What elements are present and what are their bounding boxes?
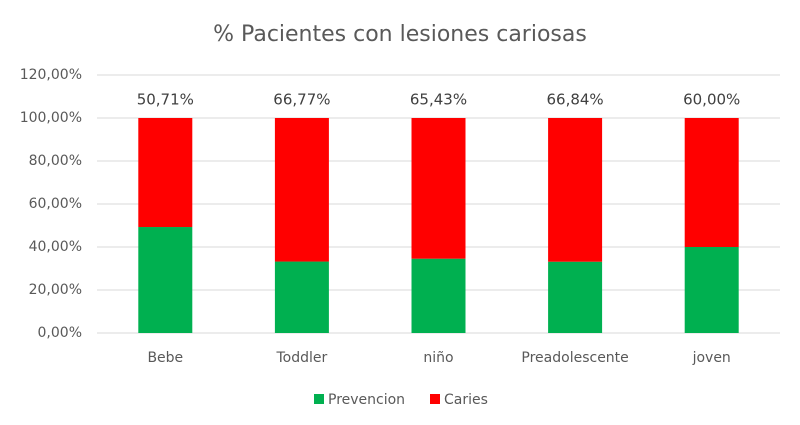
x-tick-label: Preadolescente bbox=[521, 350, 628, 366]
x-tick-label: Toddler bbox=[276, 350, 328, 366]
y-tick-label: 40,00% bbox=[29, 239, 82, 255]
y-tick-label: 60,00% bbox=[29, 196, 82, 212]
data-label: 60,00% bbox=[683, 91, 740, 109]
bar-segment bbox=[548, 261, 603, 333]
y-tick-label: 120,00% bbox=[20, 67, 82, 83]
y-tick-label: 20,00% bbox=[29, 282, 82, 298]
x-tick-label: joven bbox=[692, 350, 731, 366]
bar-segment bbox=[138, 227, 193, 333]
x-tick-label: niño bbox=[423, 350, 453, 366]
bar-segment bbox=[138, 118, 193, 228]
legend-swatch bbox=[430, 394, 440, 404]
legend-label: Prevencion bbox=[328, 392, 405, 408]
data-label: 66,84% bbox=[546, 91, 603, 109]
bar-segment bbox=[274, 261, 329, 333]
y-tick-label: 0,00% bbox=[38, 325, 82, 341]
bar-segment bbox=[684, 247, 739, 333]
y-tick-label: 100,00% bbox=[20, 110, 82, 126]
chart-title: % Pacientes con lesiones cariosas bbox=[213, 22, 587, 47]
x-tick-label: Bebe bbox=[147, 350, 183, 366]
y-tick-label: 80,00% bbox=[29, 153, 82, 169]
bar-segment bbox=[274, 118, 329, 262]
bar-segment bbox=[411, 258, 466, 333]
data-label: 66,77% bbox=[273, 91, 330, 109]
bar-segment bbox=[411, 118, 466, 259]
data-label: 65,43% bbox=[410, 91, 467, 109]
legend-swatch bbox=[314, 394, 324, 404]
bar-segment bbox=[684, 118, 739, 247]
legend-label: Caries bbox=[444, 392, 488, 408]
bar-segment bbox=[548, 118, 603, 262]
data-label: 50,71% bbox=[137, 91, 194, 109]
